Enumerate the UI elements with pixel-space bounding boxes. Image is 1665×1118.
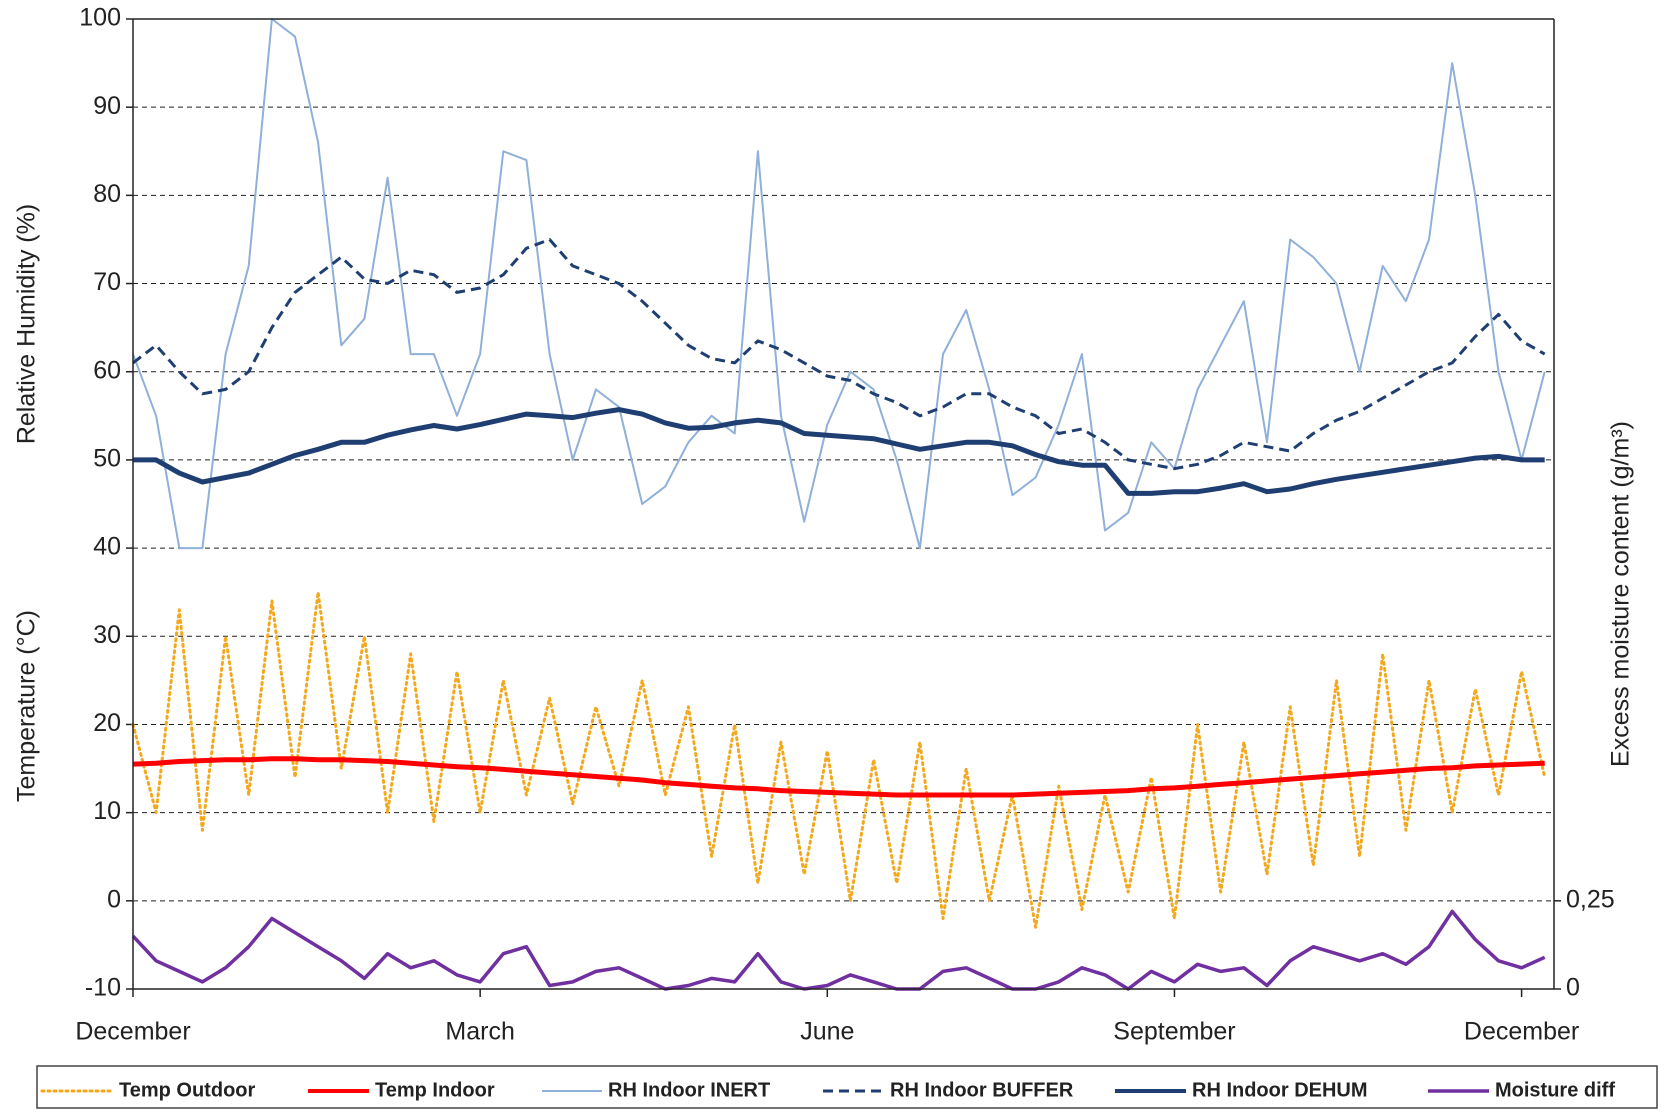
y-tick-label: 50 [93, 445, 121, 473]
y-tick-label: 80 [93, 180, 121, 208]
series-line [133, 407, 1545, 496]
y-axis-title: Temperature (°C) [13, 610, 41, 802]
x-tick-label: December [1464, 1018, 1579, 1046]
legend-label: RH Indoor BUFFER [890, 1079, 1074, 1101]
y2-tick-label: 0,25 [1566, 885, 1615, 913]
legend-label: Moisture diff [1495, 1079, 1615, 1101]
y-tick-label: -10 [85, 974, 121, 1002]
y-tick-label: 30 [93, 621, 121, 649]
y2-axis-title: Excess moisture content (g/m³) [1607, 421, 1635, 767]
series-line [132, 18, 1546, 550]
x-tick-label: September [1113, 1018, 1235, 1046]
legend-label: RH Indoor DEHUM [1192, 1079, 1368, 1101]
y-tick-label: 70 [93, 268, 121, 296]
y-tick-label: 40 [93, 533, 121, 561]
y-tick-label: 10 [93, 797, 121, 825]
legend-label: Temp Outdoor [119, 1079, 255, 1101]
legend-box [36, 1065, 1658, 1109]
x-tick-label: March [445, 1018, 514, 1046]
x-tick-label: December [75, 1018, 190, 1046]
y-tick-label: 0 [107, 885, 121, 913]
series-line [131, 909, 1546, 991]
x-tick-label: June [800, 1018, 854, 1046]
y-tick-label: 90 [93, 92, 121, 120]
y-tick-label: 100 [79, 4, 121, 32]
y-axis-title: Relative Humidity (%) [13, 204, 41, 444]
y-tick-label: 60 [93, 356, 121, 384]
y2-tick-label: 0 [1566, 974, 1580, 1002]
legend-label: Temp Indoor [375, 1079, 495, 1101]
y-tick-label: 20 [93, 709, 121, 737]
legend-label: RH Indoor INERT [608, 1079, 770, 1101]
series-line [131, 590, 1547, 929]
series-line [132, 238, 1546, 471]
series-line [132, 756, 1545, 798]
